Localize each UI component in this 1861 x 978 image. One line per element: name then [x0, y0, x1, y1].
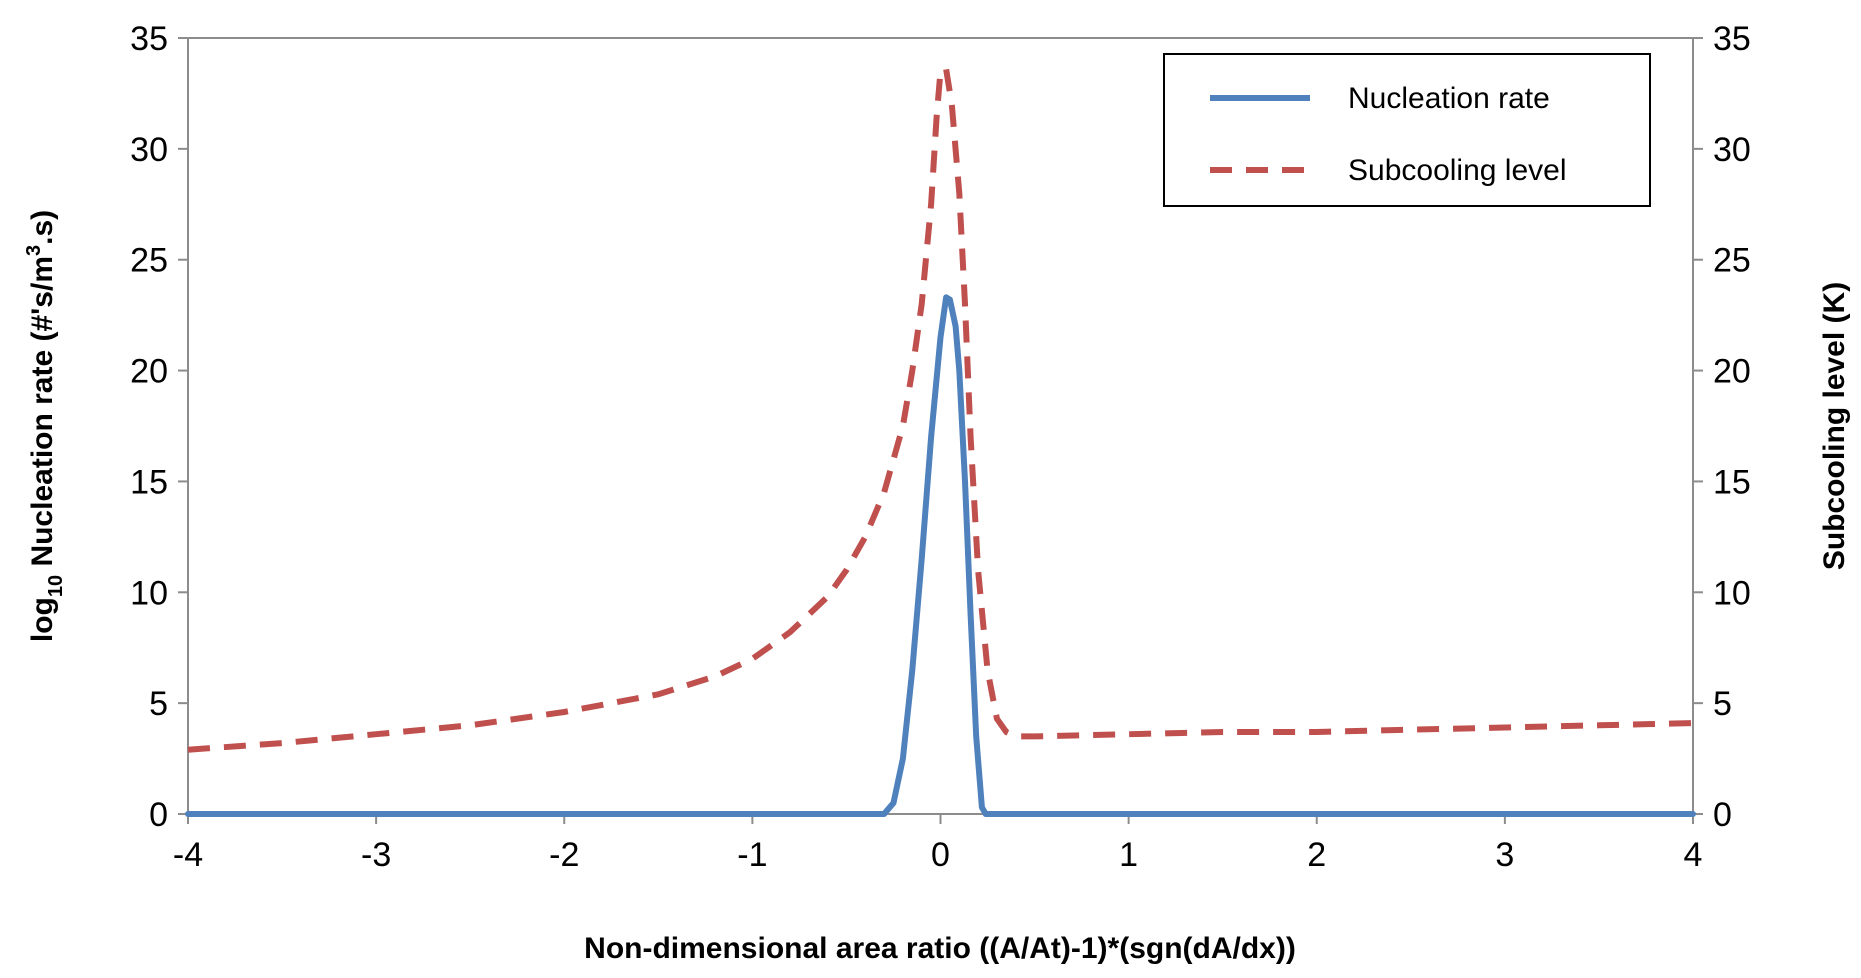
x-tick-label: -3 — [361, 836, 391, 874]
y-left-title-subscript: 10 — [45, 575, 67, 597]
legend: Nucleation rate Subcooling level — [1163, 53, 1651, 207]
legend-label-subcooling-level: Subcooling level — [1348, 154, 1566, 187]
x-axis: -4 -3 -2 -1 0 1 2 3 4 — [173, 814, 1703, 874]
x-tick-label: 1 — [1119, 836, 1138, 874]
y-left-tick-label: 30 — [130, 131, 168, 169]
y-axis-left-title: log10 Nucleation rate (#'s/m3.s) — [23, 210, 67, 642]
y-left-tick-label: 10 — [130, 574, 168, 612]
x-axis-title: Non-dimensional area ratio ((A/At)-1)*(s… — [584, 932, 1296, 965]
x-tick-label: -2 — [549, 836, 579, 874]
x-tick-label: -4 — [173, 836, 203, 874]
y-left-title-main: Nucleation rate (#'s/m — [26, 256, 59, 575]
y-right-tick-label: 35 — [1713, 20, 1751, 58]
y-left-tick-label: 15 — [130, 463, 168, 501]
legend-box — [1163, 53, 1651, 207]
x-tick-label: 2 — [1307, 836, 1326, 874]
y-right-tick-label: 30 — [1713, 131, 1751, 169]
y-left-tick-label: 25 — [130, 242, 168, 280]
x-tick-label: 0 — [931, 836, 950, 874]
y-left-title-prefix: log — [26, 597, 59, 642]
x-tick-label: -1 — [737, 836, 767, 874]
y-right-tick-label: 20 — [1713, 353, 1751, 391]
y-axis-right: 0 5 10 15 20 25 30 35 — [1693, 20, 1751, 834]
x-tick-label: 3 — [1495, 836, 1514, 874]
y-right-tick-label: 0 — [1713, 796, 1732, 834]
y-right-tick-label: 10 — [1713, 574, 1751, 612]
y-left-tick-label: 0 — [149, 796, 168, 834]
y-left-tick-label: 5 — [149, 685, 168, 723]
y-left-tick-label: 20 — [130, 353, 168, 391]
x-tick-label: 4 — [1684, 836, 1703, 874]
y-left-title-suffix: .s) — [26, 210, 59, 245]
y-right-tick-label: 15 — [1713, 463, 1751, 501]
y-right-tick-label: 5 — [1713, 685, 1732, 723]
y-axis-left: 0 5 10 15 20 25 30 35 — [130, 20, 188, 834]
series-layer — [185, 66, 1696, 817]
y-right-tick-label: 25 — [1713, 242, 1751, 280]
legend-label-nucleation-rate: Nucleation rate — [1348, 82, 1550, 115]
y-axis-right-title: Subcooling level (K) — [1818, 282, 1851, 570]
series-line-nucleation-rate — [185, 294, 1696, 817]
y-left-tick-label: 35 — [130, 20, 168, 58]
y-left-title-superscript: 3 — [23, 245, 45, 256]
